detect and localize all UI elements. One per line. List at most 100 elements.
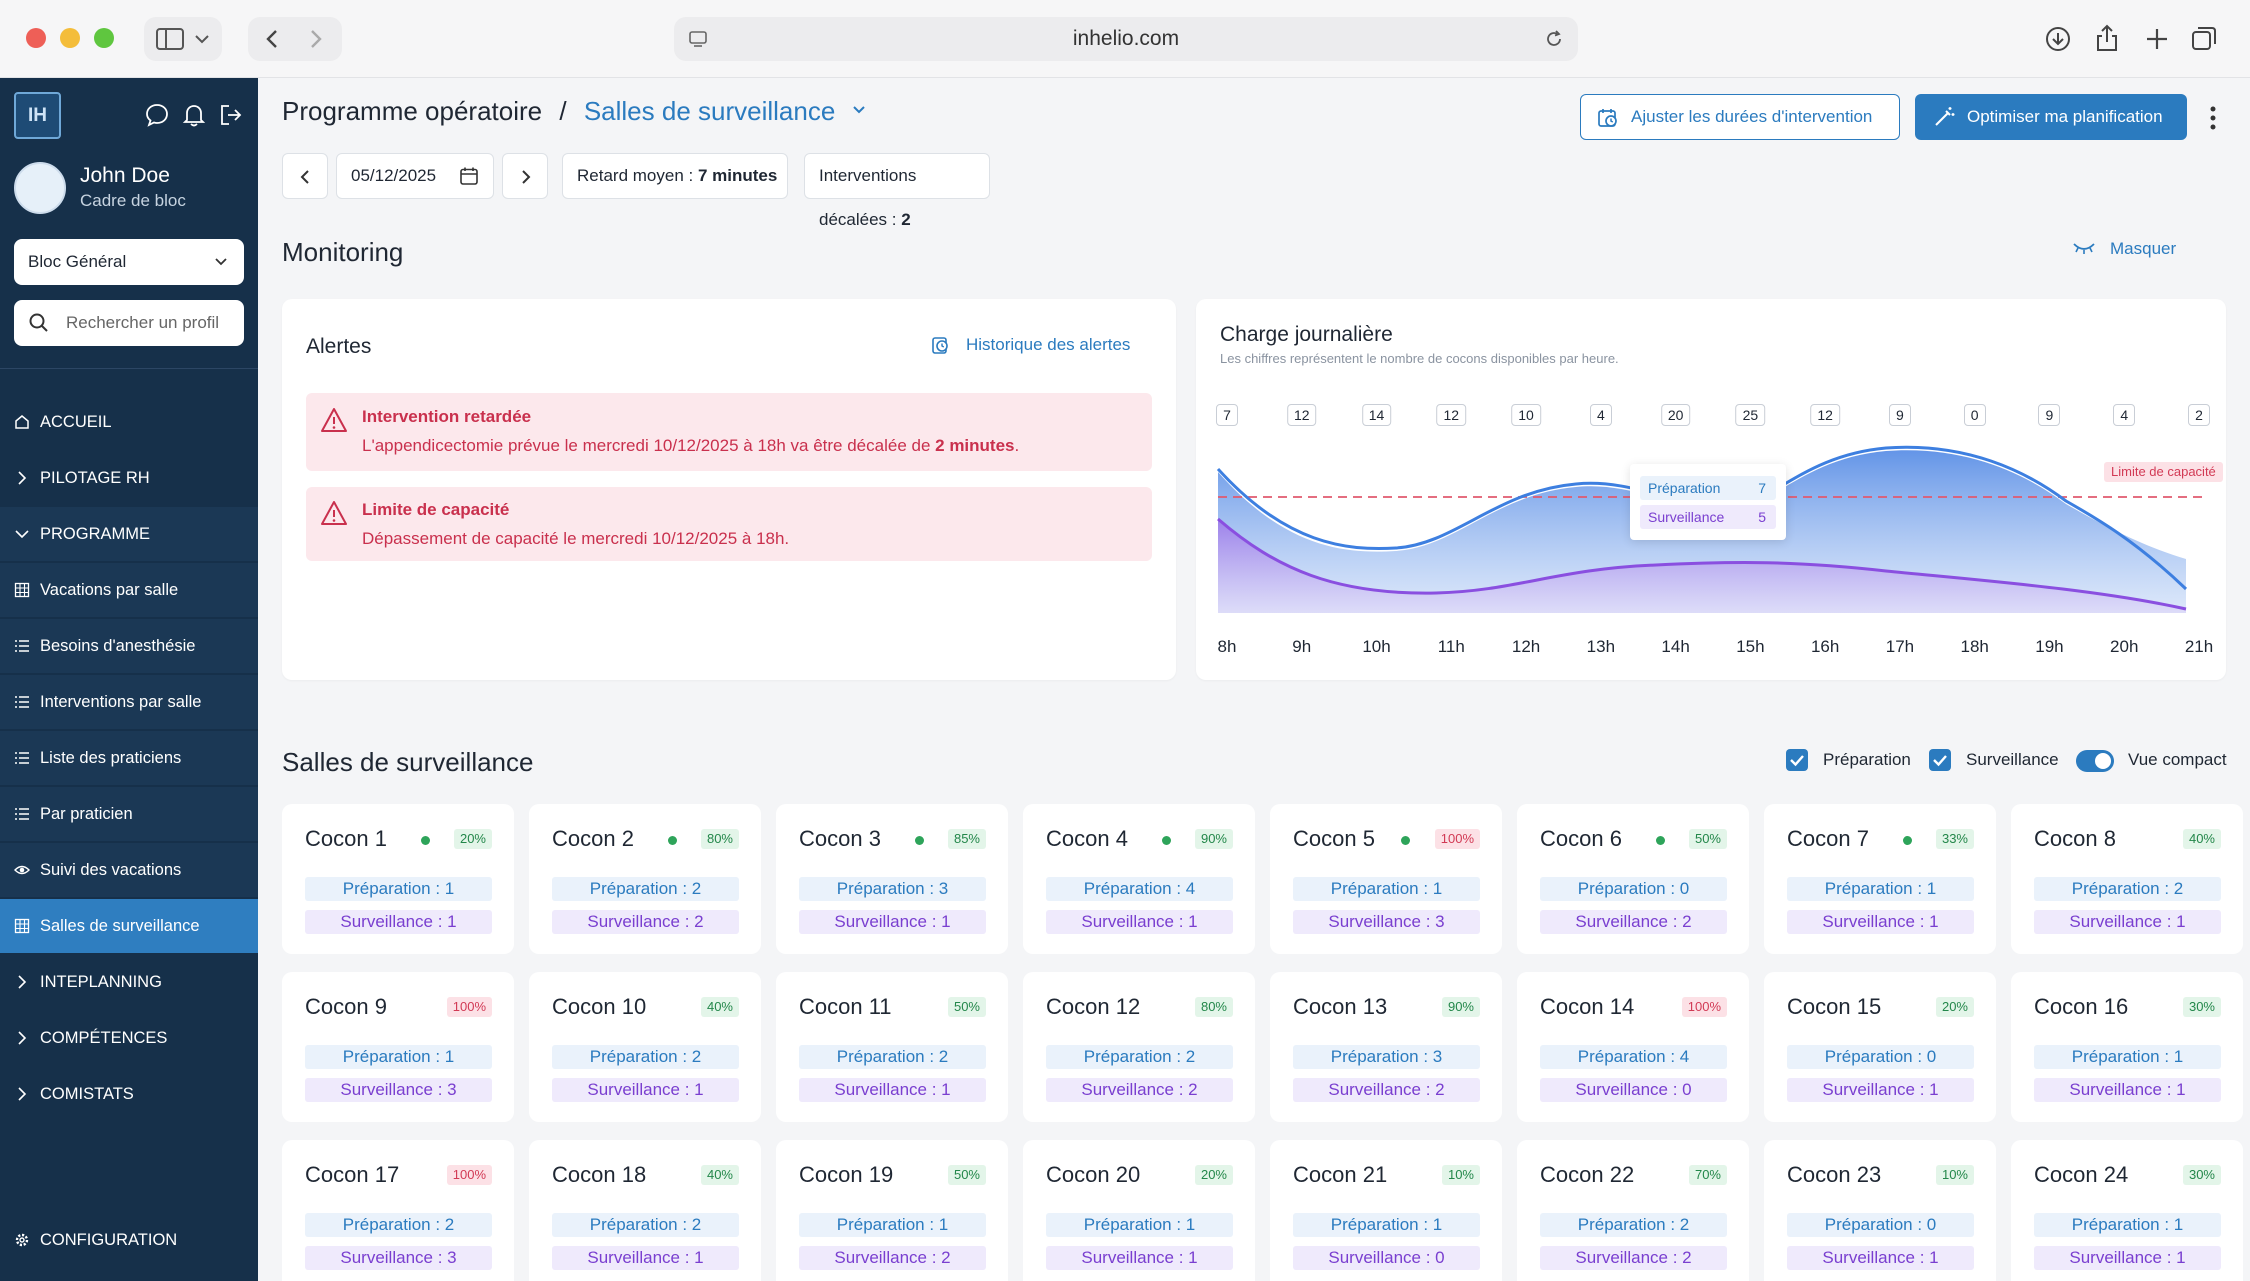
profile-search-input[interactable]: Rechercher un profil bbox=[14, 300, 244, 346]
room-card[interactable]: Cocon 23 10% Préparation : 0 Surveillance :… bbox=[1764, 1140, 1996, 1281]
sidebar-item-inteplanning[interactable]: INTEPLANNING bbox=[0, 955, 258, 1009]
occupancy-badge: 10% bbox=[1441, 1165, 1480, 1185]
average-delay-value: 7 minutes bbox=[697, 166, 778, 185]
alert-item[interactable]: Limite de capacité Dépassement de capaci… bbox=[306, 487, 1152, 561]
surveillance-count: Surveillance : 1 bbox=[2034, 910, 2221, 934]
room-card[interactable]: Cocon 6 50% Préparation : 0 Surveillance : … bbox=[1517, 804, 1749, 954]
sidebar-item-liste-praticiens[interactable]: Liste des praticiens bbox=[0, 731, 258, 785]
room-card[interactable]: Cocon 7 33% Préparation : 1 Surveillance : … bbox=[1764, 804, 1996, 954]
sidebar-item-programme-operatoire[interactable]: PROGRAMME OPÉRATOIRE bbox=[0, 507, 258, 597]
alert-delay: 2 minutes bbox=[935, 436, 1015, 455]
hide-monitoring-button[interactable]: Masquer bbox=[2073, 239, 2176, 259]
previous-day-button[interactable] bbox=[282, 153, 328, 199]
next-day-button[interactable] bbox=[502, 153, 548, 199]
occupancy-badge: 30% bbox=[2182, 997, 2221, 1017]
room-card[interactable]: Cocon 24 30% Préparation : 1 Surveillance :… bbox=[2011, 1140, 2243, 1281]
available-count: 12 bbox=[1810, 404, 1840, 426]
logout-icon[interactable] bbox=[218, 102, 244, 128]
chat-icon[interactable] bbox=[144, 102, 170, 128]
sidebar-item-par-praticien[interactable]: Par praticien bbox=[0, 787, 258, 841]
room-card[interactable]: Cocon 11 50% Préparation : 2 Surveillance :… bbox=[776, 972, 1008, 1122]
tabs-overview-icon[interactable] bbox=[2190, 25, 2218, 53]
alerts-history-link[interactable]: Historique des alertes bbox=[932, 335, 1130, 355]
room-card[interactable]: Cocon 21 10% Préparation : 1 Surveillance :… bbox=[1270, 1140, 1502, 1281]
preparation-count: Préparation : 1 bbox=[1787, 877, 1974, 901]
more-options-icon[interactable] bbox=[2210, 106, 2216, 130]
app-logo[interactable]: IH bbox=[14, 92, 61, 139]
surveillance-checkbox[interactable] bbox=[1929, 749, 1951, 771]
tooltip-preparation-value: 7 bbox=[1758, 480, 1766, 496]
sidebar-item-configuration[interactable]: CONFIGURATION bbox=[0, 1213, 258, 1267]
room-card[interactable]: Cocon 5 100% Préparation : 1 Surveillance :… bbox=[1270, 804, 1502, 954]
room-card[interactable]: Cocon 1 20% Préparation : 1 Surveillance : … bbox=[282, 804, 514, 954]
chevron-right-icon bbox=[18, 1031, 27, 1045]
share-icon[interactable] bbox=[2094, 23, 2120, 53]
alert-description: L'appendicectomie prévue le mercredi 10/… bbox=[362, 436, 1019, 456]
room-card[interactable]: Cocon 9 100% Préparation : 1 Surveillance :… bbox=[282, 972, 514, 1122]
occupancy-badge: 90% bbox=[1194, 829, 1233, 849]
surveillance-count: Surveillance : 1 bbox=[2034, 1246, 2221, 1270]
sidebar-item-salles-surveillance[interactable]: Salles de surveillance bbox=[0, 899, 258, 953]
maximize-window-button[interactable] bbox=[94, 28, 114, 48]
alert-text: L'appendicectomie prévue le mercredi 10/… bbox=[362, 436, 936, 455]
room-name: Cocon 22 bbox=[1540, 1162, 1635, 1187]
room-card[interactable]: Cocon 8 40% Préparation : 2 Surveillance : … bbox=[2011, 804, 2243, 954]
sidebar-item-interventions-par-salle[interactable]: Interventions par salle bbox=[0, 675, 258, 729]
bell-icon[interactable] bbox=[181, 102, 207, 128]
forward-icon[interactable] bbox=[306, 28, 326, 50]
x-tick-label: 17h bbox=[1885, 637, 1915, 656]
room-card[interactable]: Cocon 4 90% Préparation : 4 Surveillance : … bbox=[1023, 804, 1255, 954]
sidebar-item-besoins-anesthesie[interactable]: Besoins d'anesthésie bbox=[0, 619, 258, 673]
reload-icon[interactable] bbox=[1544, 29, 1564, 49]
alert-item[interactable]: Intervention retardée L'appendicectomie … bbox=[306, 393, 1152, 471]
sidebar-item-competences[interactable]: COMPÉTENCES bbox=[0, 1011, 258, 1065]
status-dot bbox=[915, 836, 924, 845]
close-window-button[interactable] bbox=[26, 28, 46, 48]
date-picker[interactable]: 05/12/2025 bbox=[336, 153, 494, 199]
avatar[interactable] bbox=[14, 162, 66, 214]
minimize-window-button[interactable] bbox=[60, 28, 80, 48]
room-card[interactable]: Cocon 3 85% Préparation : 3 Surveillance : … bbox=[776, 804, 1008, 954]
compact-view-toggle[interactable] bbox=[2076, 750, 2114, 772]
sidebar-item-accueil[interactable]: ACCUEIL bbox=[0, 395, 258, 449]
room-name: Cocon 10 bbox=[552, 994, 647, 1019]
room-card[interactable]: Cocon 19 50% Préparation : 1 Surveillance :… bbox=[776, 1140, 1008, 1281]
room-card[interactable]: Cocon 12 80% Préparation : 2 Surveillance :… bbox=[1023, 972, 1255, 1122]
optimize-planning-button[interactable]: Optimiser ma planification bbox=[1915, 94, 2187, 140]
sidebar: IH John Doe Cadre de bloc Bloc Général R… bbox=[0, 78, 258, 1281]
breadcrumb-current[interactable]: Salles de surveillance bbox=[583, 96, 836, 126]
room-card[interactable]: Cocon 15 20% Préparation : 0 Surveillance :… bbox=[1764, 972, 1996, 1122]
chevron-down-icon[interactable] bbox=[851, 104, 867, 116]
sidebar-item-suivi-vacations[interactable]: Suivi des vacations bbox=[0, 843, 258, 897]
room-card[interactable]: Cocon 16 30% Préparation : 1 Surveillance :… bbox=[2011, 972, 2243, 1122]
room-card[interactable]: Cocon 10 40% Préparation : 2 Surveillance :… bbox=[529, 972, 761, 1122]
average-delay-chip: Retard moyen : 7 minutes bbox=[562, 153, 788, 199]
tooltip-surveillance-value: 5 bbox=[1758, 509, 1766, 525]
breadcrumb-root[interactable]: Programme opératoire bbox=[282, 96, 543, 126]
clock-calendar-icon bbox=[1598, 109, 1617, 127]
back-icon[interactable] bbox=[262, 28, 282, 50]
sidebar-item-vacations-par-salle[interactable]: Vacations par salle bbox=[0, 563, 258, 617]
room-card[interactable]: Cocon 18 40% Préparation : 2 Surveillance :… bbox=[529, 1140, 761, 1281]
sidebar-item-comistats[interactable]: COMISTATS bbox=[0, 1067, 258, 1121]
preparation-checkbox[interactable] bbox=[1786, 749, 1808, 771]
sidebar-toggle-button[interactable] bbox=[144, 17, 222, 61]
adjust-durations-button[interactable]: Ajuster les durées d'intervention bbox=[1580, 94, 1900, 140]
download-icon[interactable] bbox=[2044, 25, 2072, 53]
status-dot bbox=[668, 836, 677, 845]
sidebar-item-pilotage-rh[interactable]: PILOTAGE RH bbox=[0, 451, 258, 505]
room-name: Cocon 3 bbox=[799, 826, 881, 851]
new-tab-icon[interactable] bbox=[2144, 26, 2170, 52]
chart-title: Charge journalière bbox=[1220, 323, 1393, 346]
x-tick-label: 21h bbox=[2184, 637, 2214, 656]
room-card[interactable]: Cocon 2 80% Préparation : 2 Surveillance : … bbox=[529, 804, 761, 954]
room-card[interactable]: Cocon 20 20% Préparation : 1 Surveillance :… bbox=[1023, 1140, 1255, 1281]
room-card[interactable]: Cocon 22 70% Préparation : 2 Surveillance :… bbox=[1517, 1140, 1749, 1281]
status-dot bbox=[1903, 836, 1912, 845]
user-name: John Doe bbox=[80, 164, 170, 187]
address-bar[interactable]: inhelio.com bbox=[674, 17, 1578, 61]
room-card[interactable]: Cocon 13 90% Préparation : 3 Surveillance :… bbox=[1270, 972, 1502, 1122]
room-card[interactable]: Cocon 14 100% Préparation : 4 Surveillance … bbox=[1517, 972, 1749, 1122]
room-card[interactable]: Cocon 17 100% Préparation : 2 Surveillance … bbox=[282, 1140, 514, 1281]
bloc-select[interactable]: Bloc Général bbox=[14, 239, 244, 285]
